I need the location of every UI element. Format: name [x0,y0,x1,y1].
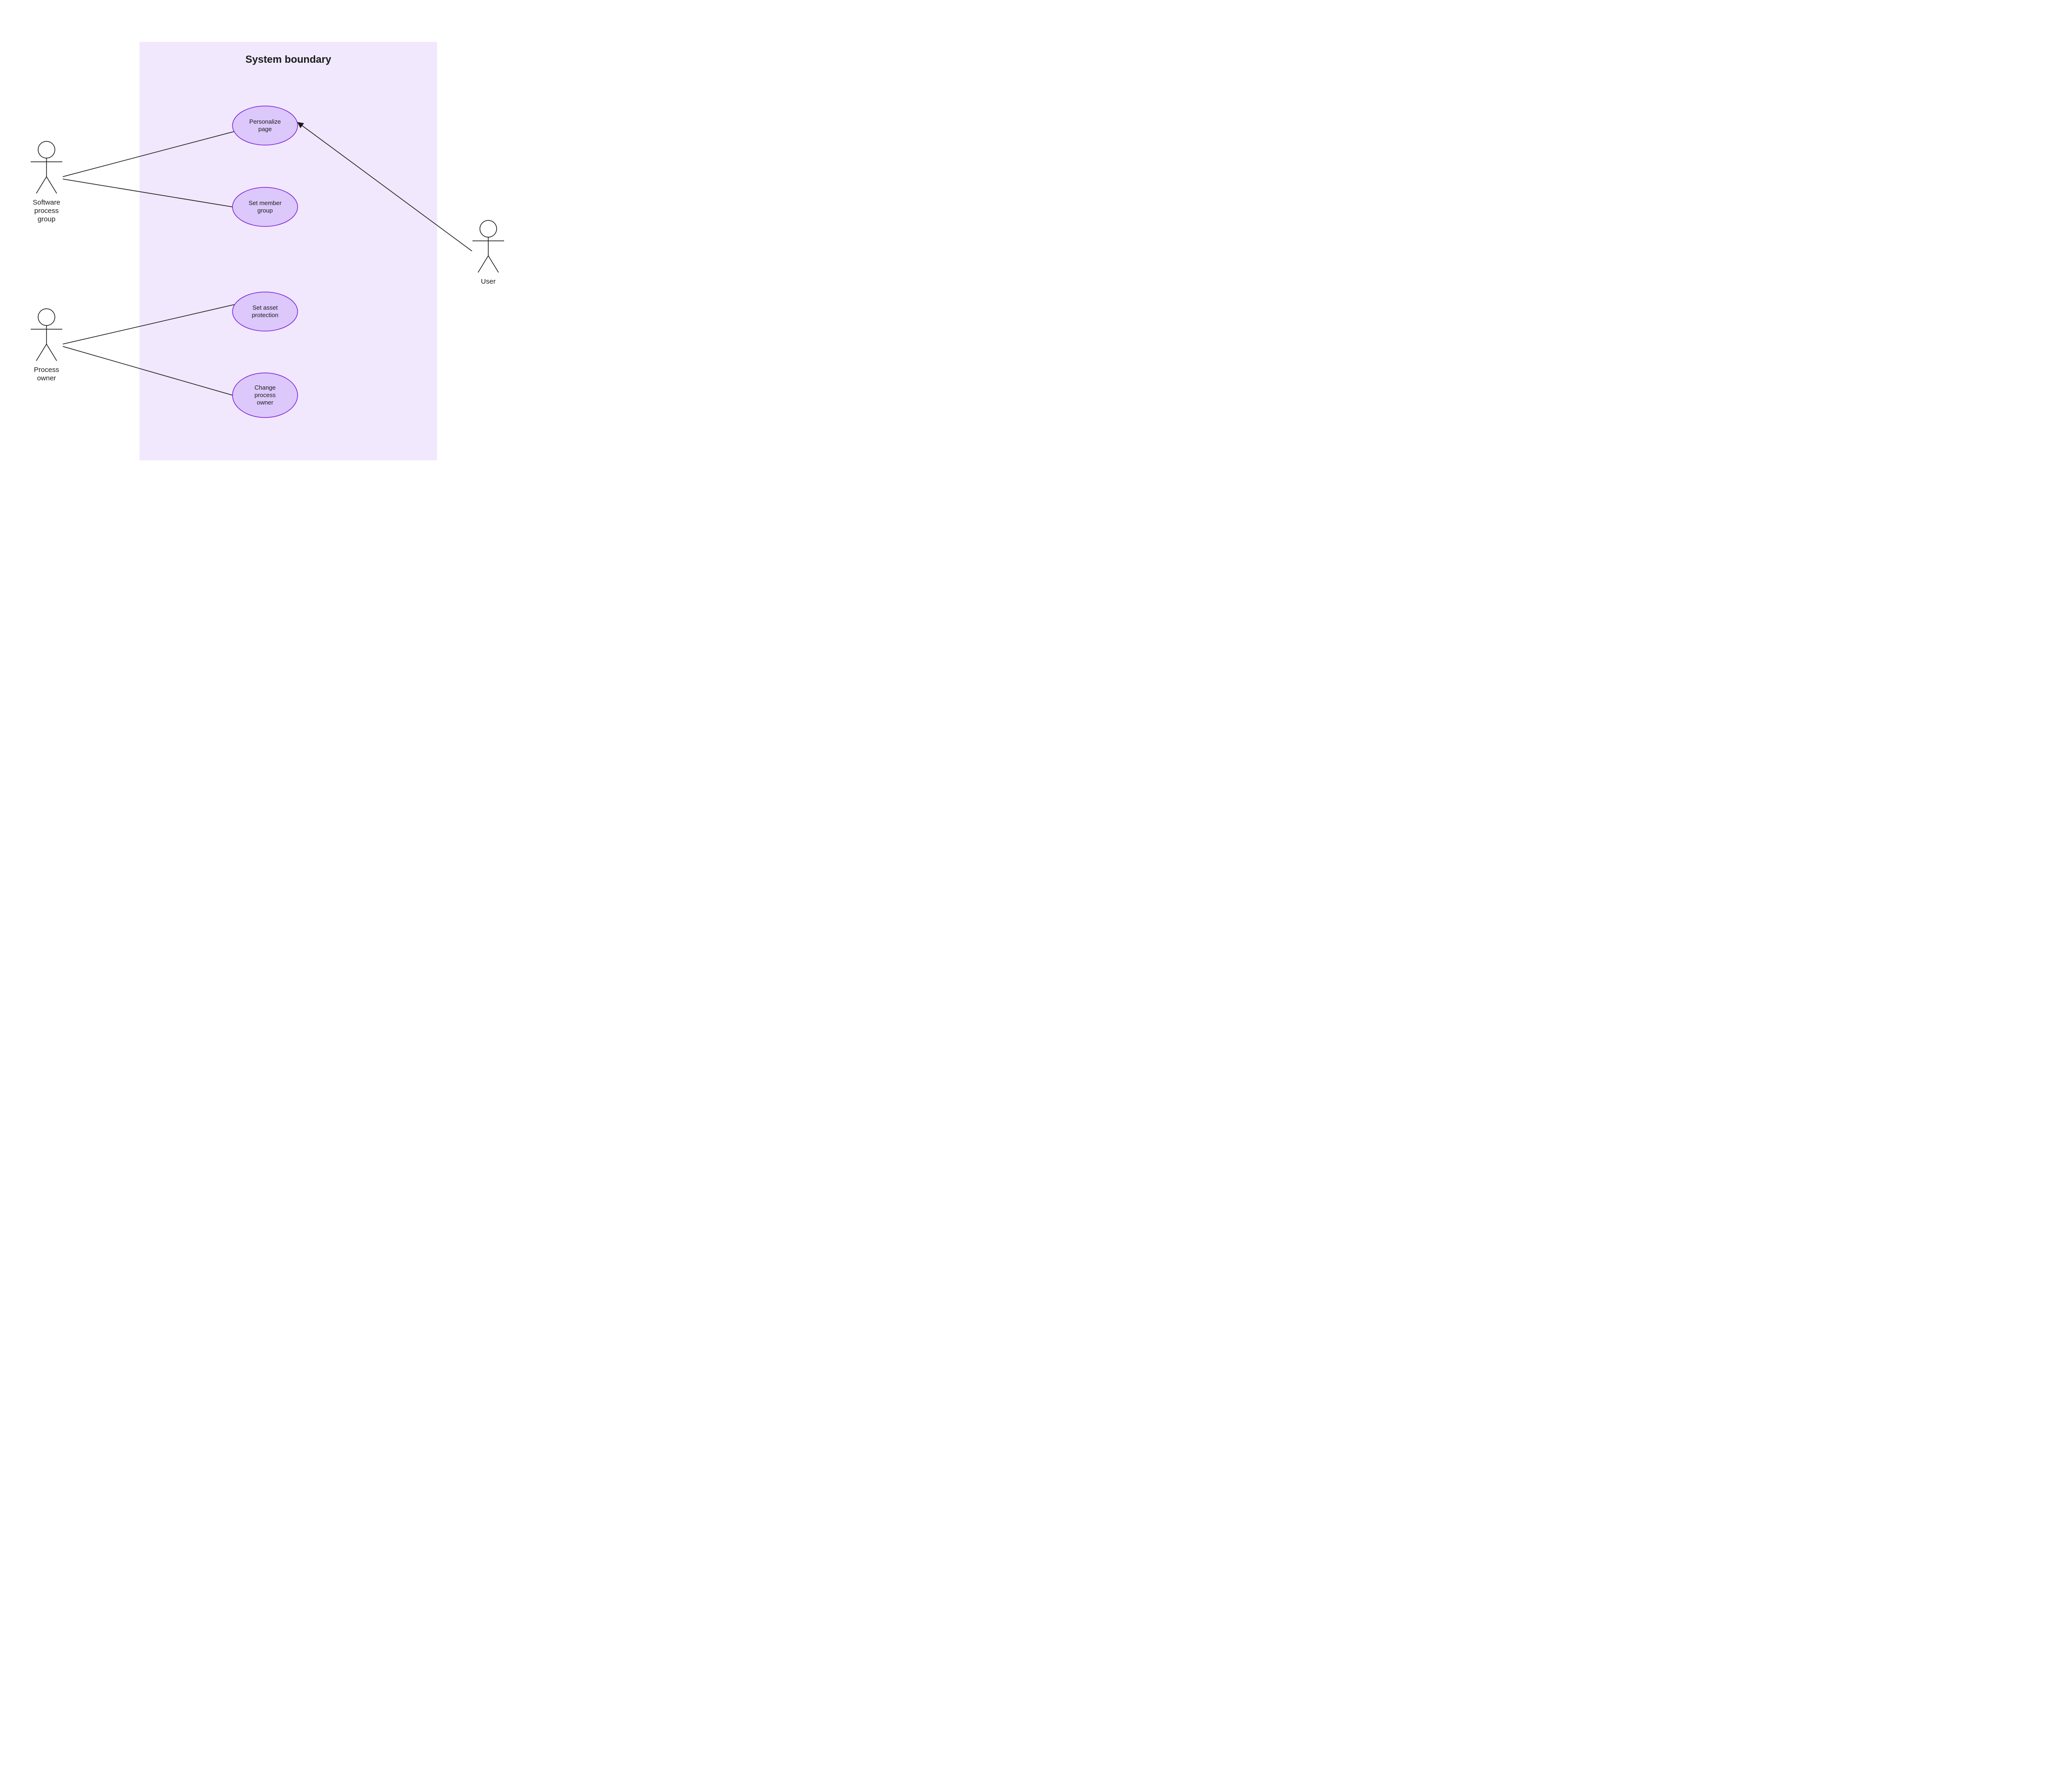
use-case-personalize: Personalizepage [233,106,298,145]
use-case-label: protection [252,312,278,319]
use-case-label: process [254,392,276,398]
actor-label: group [38,215,55,223]
actor-label: Process [34,366,59,374]
use-case-label: Set asset [253,304,278,311]
use-case-label: owner [257,399,273,406]
actor-spg: Softwareprocessgroup [31,141,62,223]
use-case-label: Change [254,384,276,391]
boundary-title: System boundary [246,53,332,65]
actor-label: process [34,207,59,215]
use-case-changeowner: Changeprocessowner [233,373,298,418]
use-case-label: group [257,207,273,214]
use-case-setmember: Set membergroup [233,187,298,226]
actor-label: User [481,278,496,285]
actor-user: User [472,220,504,285]
use-case-label: page [259,126,272,133]
use-case-label: Personalize [249,118,281,125]
actor-label: owner [37,374,56,382]
use-case-label: Set member [249,199,282,206]
use-case-setasset: Set assetprotection [233,292,298,331]
actor-label: Software [33,199,60,206]
actor-po: Processowner [31,309,62,382]
use-case-diagram: System boundary Personalizepage Set member… [0,0,558,488]
